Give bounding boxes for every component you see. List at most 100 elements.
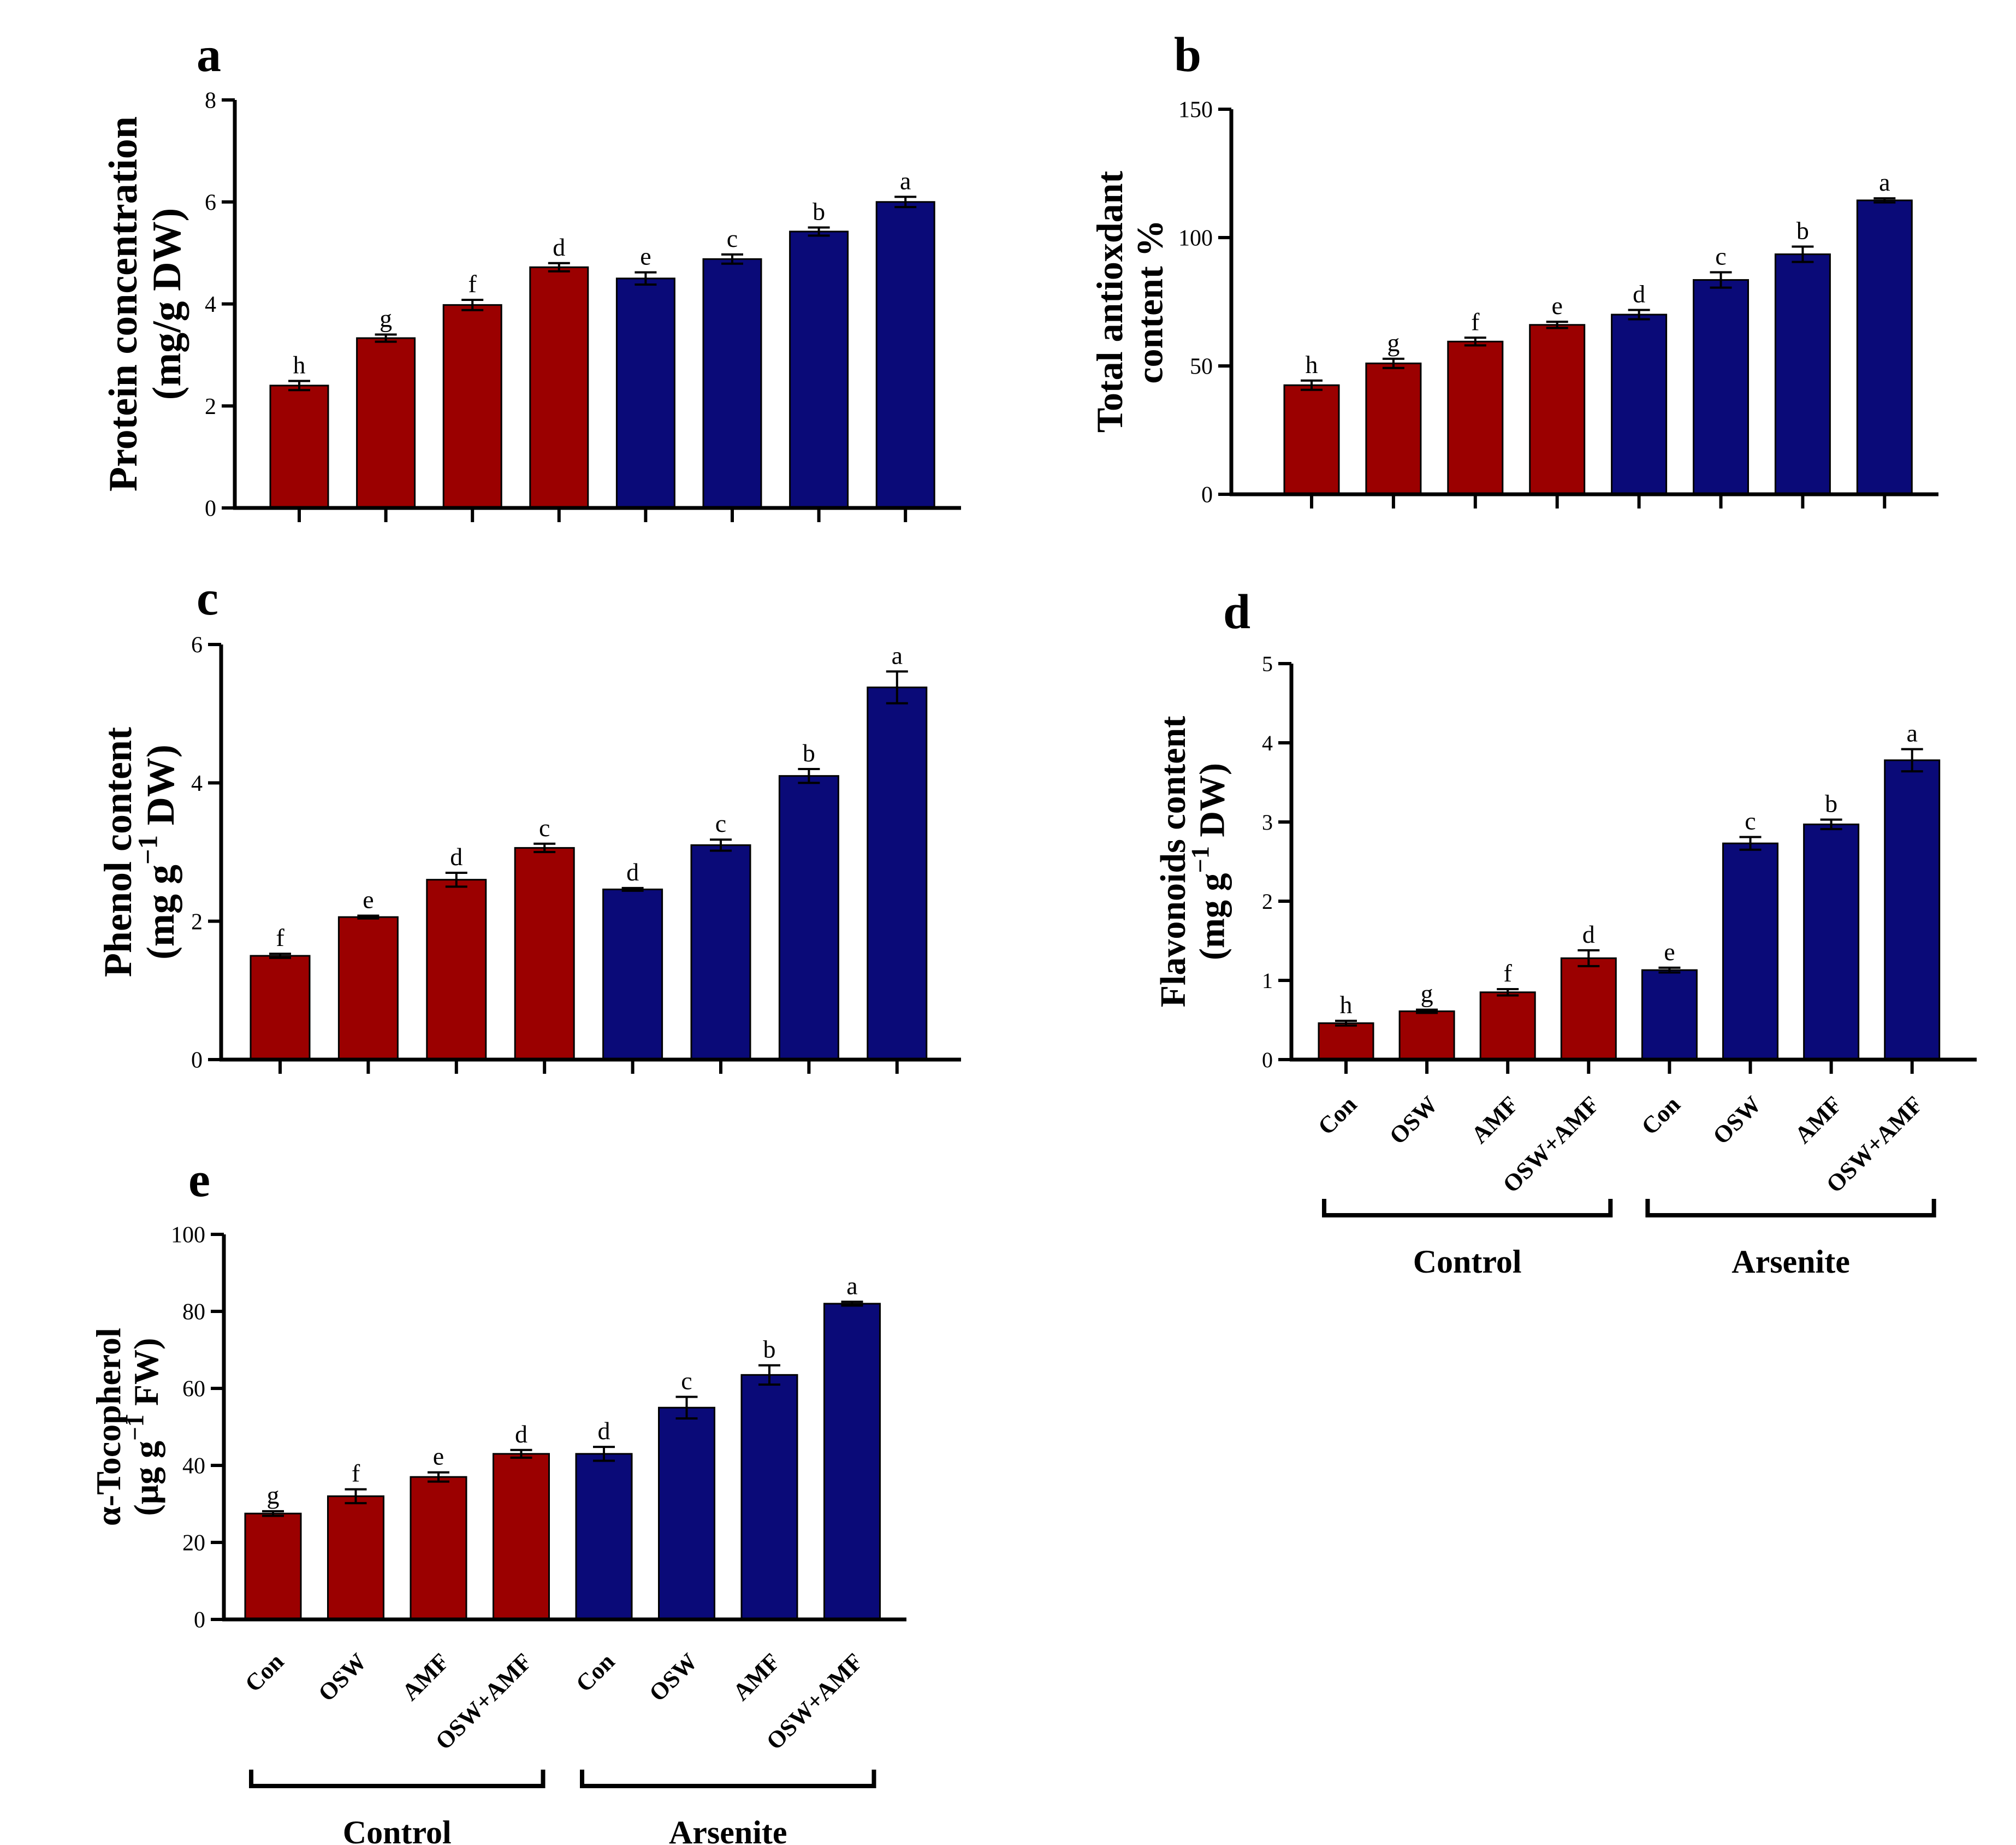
y-axis-label-superscript: −1: [1187, 846, 1214, 873]
significance-letter: d: [450, 843, 463, 871]
group-label: Arsenite: [669, 1814, 787, 1845]
significance-letter: g: [267, 1481, 280, 1509]
bar: [702, 258, 762, 509]
y-tick-label: 0: [1262, 1048, 1273, 1072]
significance-letter: h: [1340, 991, 1353, 1019]
y-axis-label-line2: content %: [1129, 220, 1170, 383]
bar: [1611, 314, 1668, 495]
bar: [615, 277, 675, 509]
y-axis-label-superscript: −1: [133, 835, 163, 865]
bar: [690, 844, 751, 1061]
significance-letter: e: [433, 1442, 444, 1470]
y-tick-label: 60: [182, 1377, 205, 1402]
x-category-label: AMF: [1466, 1091, 1523, 1148]
significance-letter: b: [1796, 216, 1809, 244]
significance-letter: h: [1306, 351, 1318, 379]
significance-letter: g: [1387, 329, 1400, 357]
significance-letter: b: [813, 197, 825, 225]
y-axis-label: Protein concentration(mg/g DW): [101, 116, 189, 492]
bar: [1803, 823, 1860, 1061]
y-axis-label-line1: Total antioxdant: [1089, 171, 1130, 433]
significance-letter: d: [598, 1417, 610, 1445]
significance-letter: c: [681, 1367, 692, 1395]
y-tick-label: 0: [1201, 483, 1213, 508]
bar: [575, 1453, 633, 1621]
bar: [1641, 969, 1698, 1061]
significance-letter: d: [1633, 280, 1645, 308]
group-label: Control: [1413, 1244, 1522, 1280]
y-axis-label-line2: (mg/g DW): [145, 208, 189, 400]
y-tick-label: 4: [191, 771, 203, 796]
bar: [1529, 324, 1586, 495]
y-axis-label-line2: (mg g: [1192, 873, 1232, 960]
y-tick-label: 0: [194, 1608, 205, 1633]
bar: [244, 1512, 302, 1621]
bar: [1283, 384, 1340, 495]
bar: [1560, 957, 1617, 1061]
y-axis-label-line2: (μg g: [127, 1441, 165, 1516]
y-axis-label-superscript: −1: [121, 1415, 149, 1441]
y-axis-label: Total antioxdantcontent %: [1089, 171, 1170, 433]
significance-letter: e: [1664, 938, 1675, 966]
panel-letter: b: [1174, 28, 1201, 82]
y-axis-label-line1: Flavonoids content: [1153, 716, 1193, 1008]
x-category-label: Con: [571, 1648, 620, 1697]
x-category-label: OSW: [1384, 1091, 1443, 1149]
y-tick-label: 1: [1262, 968, 1273, 993]
y-axis-label: Flavonoids content(mg g−1 DW): [1153, 716, 1232, 1008]
significance-letter: e: [640, 243, 651, 270]
bar: [1884, 759, 1941, 1061]
significance-letter: f: [1471, 308, 1480, 335]
y-tick-label: 4: [205, 292, 216, 317]
y-tick-label: 20: [182, 1531, 205, 1556]
significance-letter: c: [539, 814, 550, 842]
group-bracket: [249, 1770, 545, 1788]
bar: [1447, 340, 1504, 495]
significance-letter: b: [1825, 790, 1837, 818]
bar: [1774, 253, 1831, 495]
x-category-label: AMF: [1789, 1091, 1847, 1148]
bar: [337, 916, 399, 1061]
y-axis-label-line1: Protein concentration: [101, 116, 146, 492]
bar: [1722, 842, 1778, 1061]
group-label: Control: [343, 1814, 452, 1845]
significance-letter: d: [515, 1420, 527, 1448]
y-axis-label: α-Tocopherol(μg g−1 FW): [89, 1328, 165, 1526]
group-bracket: [1322, 1199, 1613, 1217]
significance-letter: a: [1879, 168, 1890, 196]
significance-letter: g: [1421, 980, 1433, 1008]
y-tick-label: 2: [191, 909, 203, 935]
y-tick-label: 0: [205, 496, 216, 522]
bar: [426, 879, 487, 1061]
y-tick-label: 50: [1190, 354, 1213, 380]
bar: [658, 1406, 715, 1621]
y-axis-label-line1: Phenol content: [96, 727, 140, 977]
chart-panel-e: e g f e d d c b a 0 20 40 60 80 100 α-Tocopherol(μg g−1…: [89, 1153, 906, 1845]
x-category-label: Con: [240, 1648, 289, 1697]
y-tick-label: 0: [191, 1048, 203, 1073]
bar: [327, 1495, 384, 1621]
bar: [493, 1453, 550, 1621]
x-category-label: OSW: [644, 1648, 702, 1706]
x-category-label: AMF: [397, 1648, 454, 1705]
bar: [514, 847, 575, 1061]
bar: [529, 266, 589, 509]
bar: [778, 775, 839, 1061]
bar: [602, 888, 663, 1061]
significance-letter: c: [1745, 807, 1756, 835]
significance-letter: e: [1551, 292, 1562, 320]
bar: [1318, 1022, 1374, 1061]
significance-letter: a: [1906, 719, 1917, 747]
y-axis-label-line2: (mg g: [139, 865, 182, 960]
significance-letter: a: [846, 1272, 857, 1299]
significance-letter: d: [553, 233, 565, 261]
y-tick-label: 80: [182, 1300, 205, 1325]
significance-letter: g: [380, 305, 392, 333]
significance-letter: d: [626, 858, 639, 886]
bar: [1856, 199, 1913, 495]
chart-panel-a: a h g f d e c b a 0 2 4 6 8 Protein concentration(mg/g…: [101, 28, 961, 522]
significance-letter: c: [715, 809, 726, 837]
significance-letter: d: [1582, 920, 1595, 948]
bar: [1398, 1010, 1455, 1061]
x-category-label: OSW: [1707, 1091, 1766, 1149]
